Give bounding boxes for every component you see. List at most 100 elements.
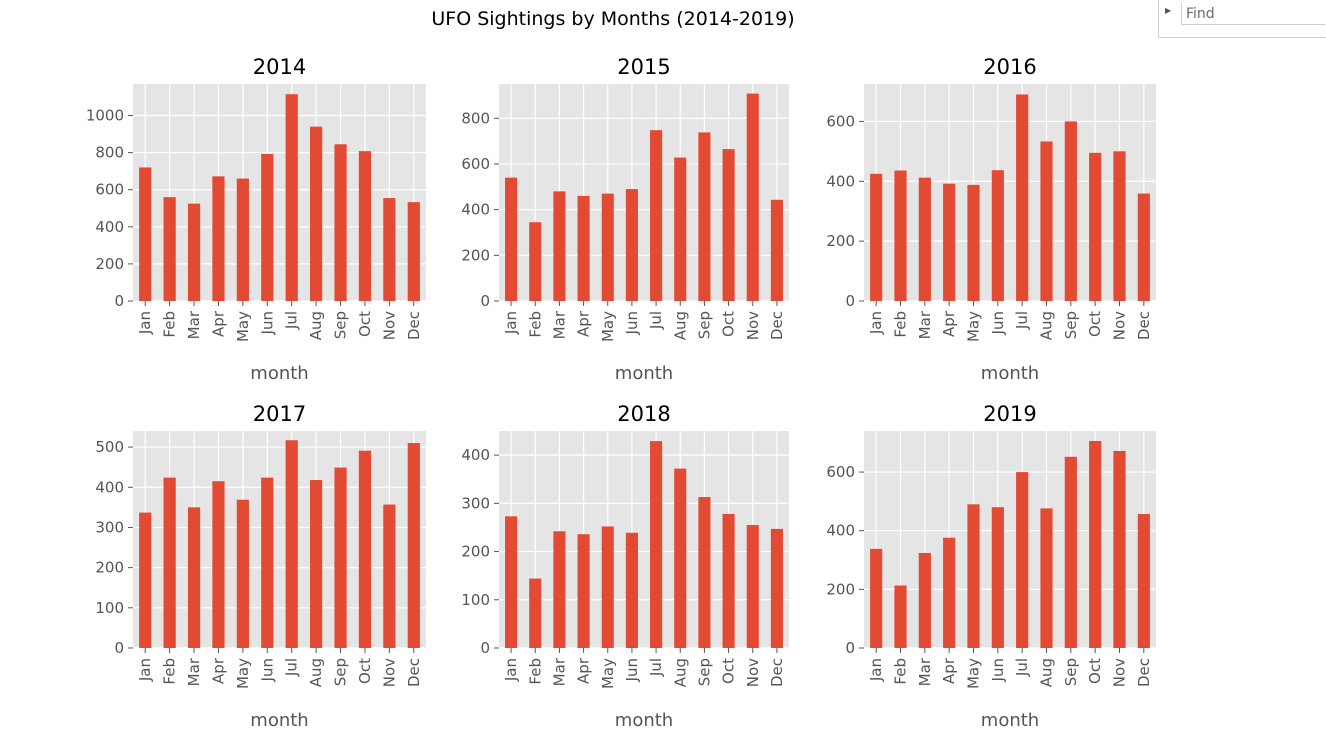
bar-jun [625, 532, 638, 648]
x-tick-label: Oct [720, 658, 738, 684]
bar-may [967, 504, 980, 648]
bar-mar [918, 552, 931, 648]
bar-sep [334, 467, 347, 648]
bar-may [601, 193, 614, 301]
bar-oct [1089, 440, 1102, 648]
subplot: 0 100 200 300 400 Jan Feb Mar Apr May Jun Jul Aug Sep… [461, 402, 789, 731]
y-tick-label: 0 [114, 292, 124, 310]
x-axis-label: month [615, 363, 673, 384]
bar-apr [212, 176, 225, 301]
plot-area [499, 84, 789, 301]
subplot-title: 2017 [253, 402, 306, 426]
bar-mar [187, 507, 201, 648]
x-tick-label: Aug [307, 658, 325, 687]
x-tick-label: Feb [892, 658, 910, 685]
x-tick-label: Nov [744, 658, 762, 687]
bar-may [601, 526, 614, 648]
y-tick-label: 400 [826, 172, 855, 190]
x-tick-label: Jun [258, 658, 276, 682]
x-tick-label: Jul [647, 658, 665, 677]
x-tick-label: Oct [356, 311, 374, 337]
bar-may [236, 178, 249, 301]
bar-dec [770, 528, 783, 648]
bar-nov [383, 504, 396, 648]
x-tick-label: Sep [695, 311, 713, 339]
x-tick-label: Mar [185, 657, 203, 686]
bar-jul [285, 94, 298, 301]
y-tick-label: 400 [95, 478, 124, 496]
bar-dec [770, 199, 783, 301]
x-tick-label: Jan [502, 311, 520, 335]
y-tick-label: 0 [114, 639, 124, 657]
y-tick-label: 300 [95, 518, 124, 536]
expand-triangle-icon[interactable]: ▶ [1165, 6, 1172, 15]
y-tick-label: 1000 [86, 107, 124, 125]
x-tick-label: Aug [1038, 311, 1056, 340]
y-tick-label: 200 [95, 559, 124, 577]
y-tick-label: 600 [826, 112, 855, 130]
x-tick-label: Mar [550, 310, 568, 339]
x-axis-label: month [250, 363, 308, 384]
subplot-title: 2014 [253, 55, 306, 79]
find-input[interactable] [1181, 3, 1325, 25]
x-tick-label: May [599, 658, 617, 689]
bar-aug [1040, 141, 1053, 301]
x-tick-label: Nov [1111, 658, 1129, 687]
subplot-title: 2019 [983, 402, 1036, 426]
bar-nov [1113, 151, 1126, 301]
x-tick-label: Mar [916, 657, 934, 686]
plot-area [133, 84, 426, 301]
bar-jul [285, 440, 298, 648]
bar-jan [505, 516, 518, 648]
subplot-title: 2015 [617, 55, 670, 79]
bar-feb [163, 477, 176, 648]
x-tick-label: Sep [1062, 311, 1080, 339]
bar-may [236, 499, 249, 648]
x-tick-label: Aug [671, 311, 689, 340]
x-tick-label: Nov [380, 658, 398, 687]
y-tick-label: 800 [95, 144, 124, 162]
x-tick-label: Jan [867, 311, 885, 335]
x-tick-label: Apr [209, 310, 227, 337]
x-tick-label: Jun [623, 311, 641, 335]
x-tick-label: Jun [989, 311, 1007, 335]
bar-jun [991, 170, 1004, 301]
plot-area [133, 431, 426, 648]
x-tick-label: Dec [1135, 658, 1153, 687]
x-tick-label: Nov [380, 311, 398, 340]
bar-mar [918, 177, 931, 301]
x-tick-label: Aug [307, 311, 325, 340]
y-tick-label: 200 [461, 246, 490, 264]
bar-nov [383, 198, 396, 301]
x-tick-label: Apr [575, 657, 593, 684]
x-tick-label: Oct [1086, 311, 1104, 337]
bar-jan [505, 177, 518, 301]
bar-sep [698, 132, 711, 301]
x-axis-label: month [981, 363, 1039, 384]
x-tick-label: Feb [161, 311, 179, 338]
bar-dec [407, 202, 420, 301]
x-axis-label: month [250, 710, 308, 731]
bar-oct [1089, 152, 1102, 301]
x-tick-label: Mar [916, 310, 934, 339]
y-tick-label: 400 [461, 446, 490, 464]
bar-dec [1137, 193, 1150, 301]
bar-jan [870, 173, 883, 301]
y-tick-label: 300 [461, 494, 490, 512]
x-tick-label: Apr [940, 310, 958, 337]
bar-apr [577, 195, 590, 301]
x-tick-label: Jul [647, 311, 665, 330]
bar-jun [625, 189, 638, 301]
x-tick-label: May [965, 658, 983, 689]
bar-oct [358, 450, 372, 648]
x-tick-label: Dec [405, 311, 423, 340]
x-tick-label: May [965, 311, 983, 342]
bar-sep [1064, 121, 1077, 302]
bar-aug [674, 468, 687, 648]
bar-jun [261, 153, 274, 301]
bar-may [967, 184, 980, 301]
y-tick-label: 800 [461, 109, 490, 127]
bar-jul [1016, 94, 1029, 301]
bar-feb [529, 222, 542, 301]
x-tick-label: Jan [136, 311, 154, 335]
